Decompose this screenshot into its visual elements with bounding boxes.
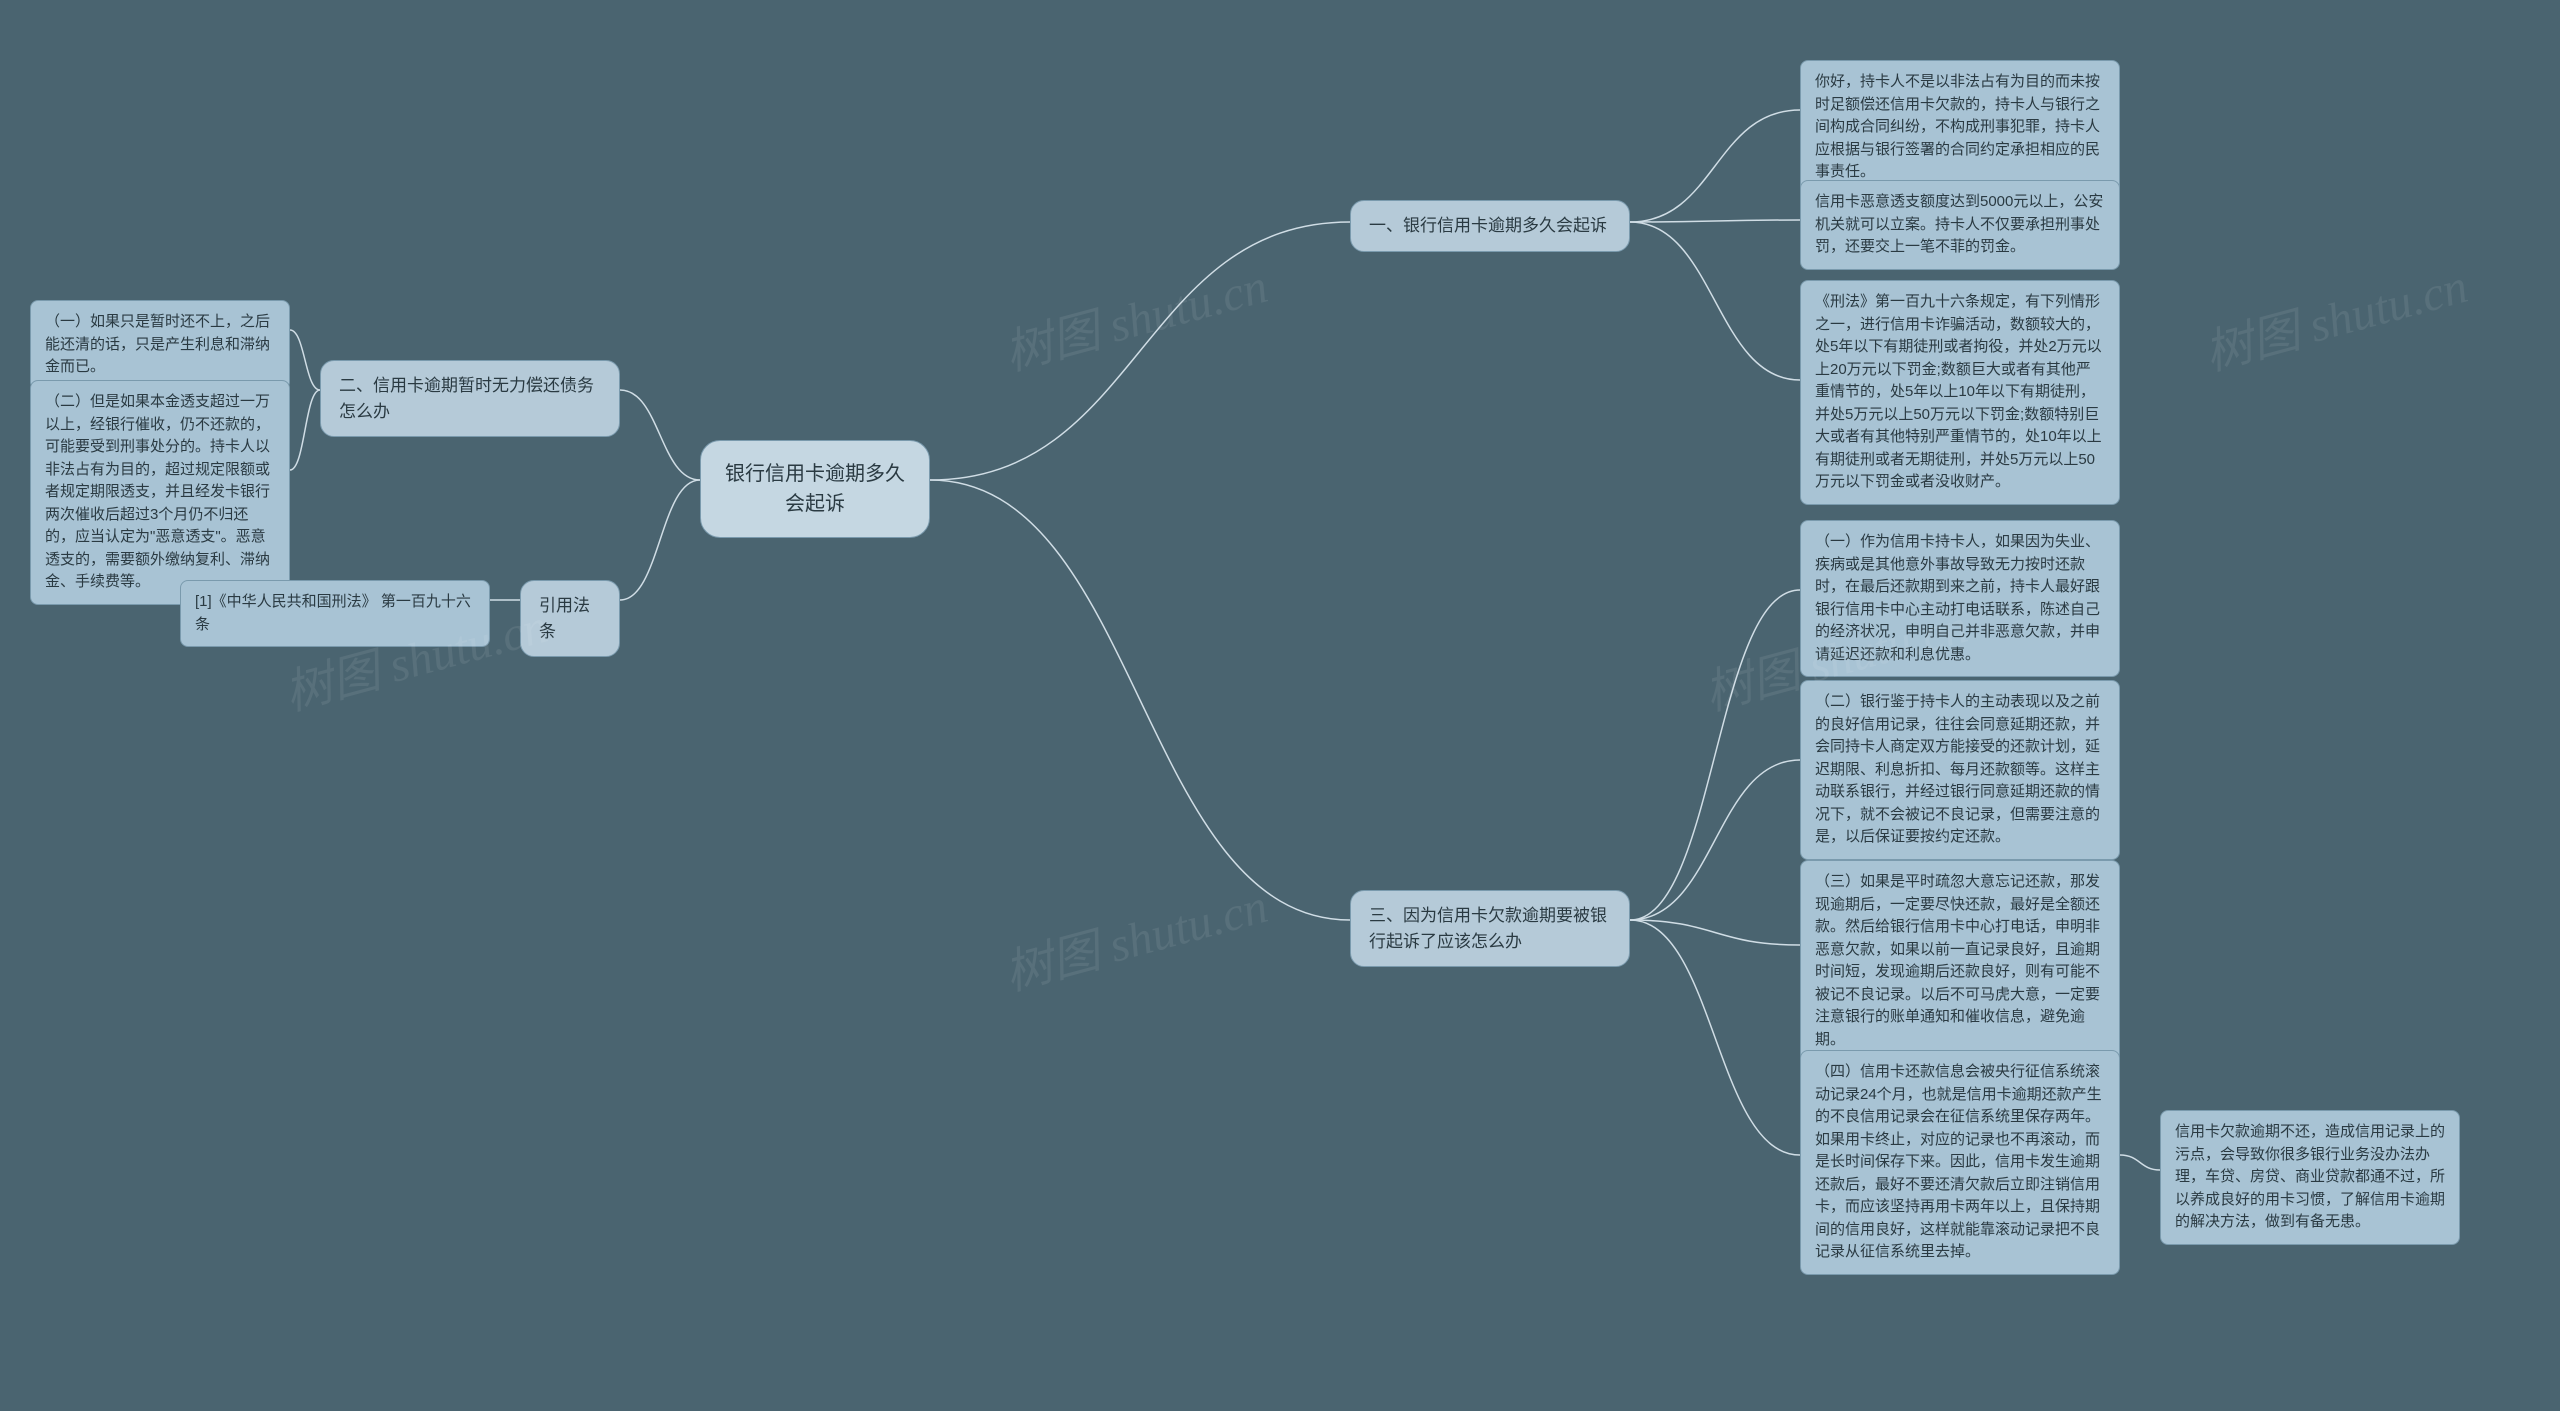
leaf-b2-1: （二）但是如果本金透支超过一万以上，经银行催收，仍不还款的，可能要受到刑事处分的… bbox=[30, 380, 290, 605]
branch-b4: 引用法条 bbox=[520, 580, 620, 657]
leaf-b1-0: 你好，持卡人不是以非法占有为目的而未按时足额偿还信用卡欠款的，持卡人与银行之间构… bbox=[1800, 60, 2120, 195]
leaf-b3-3: （四）信用卡还款信息会被央行征信系统滚动记录24个月，也就是信用卡逾期还款产生的… bbox=[1800, 1050, 2120, 1275]
watermark: 树图 shutu.cn bbox=[2196, 246, 2474, 383]
watermark: 树图 shutu.cn bbox=[996, 866, 1274, 1003]
leaf-b3-0: （一）作为信用卡持卡人，如果因为失业、疾病或是其他意外事故导致无力按时还款时，在… bbox=[1800, 520, 2120, 677]
root-node: 银行信用卡逾期多久会起诉 bbox=[700, 440, 930, 538]
branch-b1: 一、银行信用卡逾期多久会起诉 bbox=[1350, 200, 1630, 252]
branch-b2: 二、信用卡逾期暂时无力偿还债务怎么办 bbox=[320, 360, 620, 437]
leaf-b3-2: （三）如果是平时疏忽大意忘记还款，那发现逾期后，一定要尽快还款，最好是全额还款。… bbox=[1800, 860, 2120, 1062]
branch-b3: 三、因为信用卡欠款逾期要被银行起诉了应该怎么办 bbox=[1350, 890, 1630, 967]
leaf-b1-1: 信用卡恶意透支额度达到5000元以上，公安机关就可以立案。持卡人不仅要承担刑事处… bbox=[1800, 180, 2120, 270]
leaf-b4-0: [1]《中华人民共和国刑法》 第一百九十六条 bbox=[180, 580, 490, 647]
watermark: 树图 shutu.cn bbox=[996, 246, 1274, 383]
sub-b3-3-0: 信用卡欠款逾期不还，造成信用记录上的污点，会导致你很多银行业务没办法办理，车贷、… bbox=[2160, 1110, 2460, 1245]
leaf-b2-0: （一）如果只是暂时还不上，之后能还清的话，只是产生利息和滞纳金而已。 bbox=[30, 300, 290, 390]
leaf-b1-2: 《刑法》第一百九十六条规定，有下列情形之一，进行信用卡诈骗活动，数额较大的，处5… bbox=[1800, 280, 2120, 505]
leaf-b3-1: （二）银行鉴于持卡人的主动表现以及之前的良好信用记录，往往会同意延期还款，并会同… bbox=[1800, 680, 2120, 860]
